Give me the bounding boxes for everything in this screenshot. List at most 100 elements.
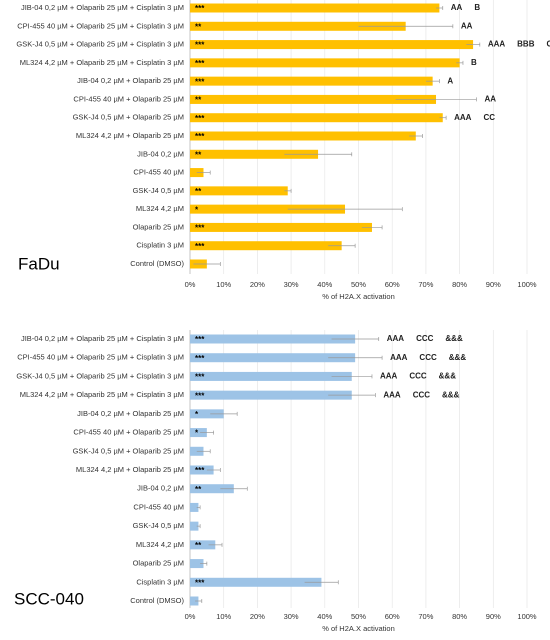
annotation: AA [451,3,463,12]
annotation: AAA [383,390,401,399]
category-label: JIB-04 0,2 µM + Olaparib 25 µM [77,76,184,85]
x-tick-label: 90% [486,612,501,621]
bar [190,521,199,531]
significance-stars: ** [195,485,202,494]
significance-stars: *** [195,391,205,400]
category-label: ML324 4,2 µM + Olaparib 25 µM + Cisplati… [20,390,184,399]
bar [190,94,437,104]
significance-stars: *** [195,578,205,587]
panel-label: FaDu [18,254,60,273]
category-label: JIB-04 0,2 µM + Olaparib 25 µM [77,409,184,418]
bar [190,186,288,196]
category-label: Cisplatin 3 µM [136,241,184,250]
significance-stars: *** [195,224,205,233]
x-tick-label: 70% [418,280,433,289]
bar [190,222,372,232]
x-tick-label: 10% [216,612,231,621]
significance-stars: ** [195,187,202,196]
bar [190,76,433,86]
category-label: ML324 4,2 µM + Olaparib 25 µM [76,131,184,140]
category-label: GSK-J4 0,5 µM + Olaparib 25 µM [73,446,184,455]
category-label: ML324 4,2 µM + Olaparib 25 µM [76,465,184,474]
x-tick-label: 100% [517,280,537,289]
bar [190,58,460,68]
category-label: GSK-J4 0,5 µM + Olaparib 25 µM + Cisplat… [16,40,184,49]
x-axis-title: % of H2A.X activation [322,624,395,633]
significance-stars: * [195,429,199,438]
category-label: CPI-455 40 µM + Olaparib 25 µM [73,94,184,103]
significance-stars: * [195,410,199,419]
x-tick-label: 90% [486,280,501,289]
bar [190,540,216,550]
x-tick-label: 10% [216,280,231,289]
bar [190,3,440,13]
bar [190,428,207,438]
category-label: GSK-J4 0,5 µM + Olaparib 25 µM [73,113,184,122]
panel-label: SCC-040 [14,589,84,608]
significance-stars: ** [195,541,202,550]
category-label: Olaparib 25 µM [133,222,184,231]
category-label: ML324 4,2 µM [136,204,184,213]
annotation: CCC [416,334,434,343]
annotation: AAA [380,372,398,381]
bar [190,21,406,31]
x-tick-label: 50% [351,612,366,621]
annotation: &&& [442,390,460,399]
x-tick-label: 100% [517,612,537,621]
bar [190,577,322,587]
annotation: CCC [547,40,550,49]
category-label: CPI-455 40 µM + Olaparib 25 µM + Cisplat… [17,353,184,362]
category-label: JIB-04 0,2 µM + Olaparib 25 µM + Cisplat… [21,334,184,343]
category-label: Olaparib 25 µM [133,559,184,568]
annotation: CCC [419,353,437,362]
x-tick-label: 0% [185,612,196,621]
category-label: GSK-J4 0,5 µM + Olaparib 25 µM + Cisplat… [16,371,184,380]
bar [190,371,352,381]
x-tick-label: 80% [452,280,467,289]
bar [190,390,352,400]
significance-stars: ** [195,96,202,105]
bar [190,204,346,214]
annotation: &&& [445,334,463,343]
x-tick-label: 60% [385,280,400,289]
x-tick-label: 40% [317,280,332,289]
significance-stars: *** [195,466,205,475]
x-axis-title: % of H2A.X activation [322,292,395,301]
significance-stars: *** [195,373,205,382]
annotation: AAA [387,334,405,343]
bar [190,113,443,123]
bar [190,484,234,494]
category-label: Control (DMSO) [130,259,184,268]
x-tick-label: 30% [284,280,299,289]
significance-stars: ** [195,22,202,31]
annotation: CC [483,113,495,122]
bar [190,409,224,419]
annotation: &&& [449,353,467,362]
annotation: A [447,76,453,85]
bar [190,131,416,141]
bar [190,334,356,344]
annotation: B [474,3,480,12]
annotation: B [471,58,477,67]
category-label: JIB-04 0,2 µM [137,149,184,158]
category-label: JIB-04 0,2 µM + Olaparib 25 µM + Cisplat… [21,3,184,12]
bar [190,40,474,50]
significance-stars: *** [195,4,205,13]
category-label: CPI-455 40 µM [133,168,184,177]
bar [190,596,199,606]
significance-stars: *** [195,77,205,86]
category-label: ML324 4,2 µM [136,540,184,549]
bar [190,465,214,475]
x-tick-label: 50% [351,280,366,289]
category-label: GSK-J4 0,5 µM [133,521,184,530]
category-label: CPI-455 40 µM [133,502,184,511]
x-tick-label: 70% [418,612,433,621]
annotation: AAA [488,40,506,49]
significance-stars: *** [195,242,205,251]
category-label: Control (DMSO) [130,596,184,605]
annotation: AA [484,95,496,104]
annotation: AAA [390,353,408,362]
x-tick-label: 20% [250,612,265,621]
significance-stars: *** [195,41,205,50]
